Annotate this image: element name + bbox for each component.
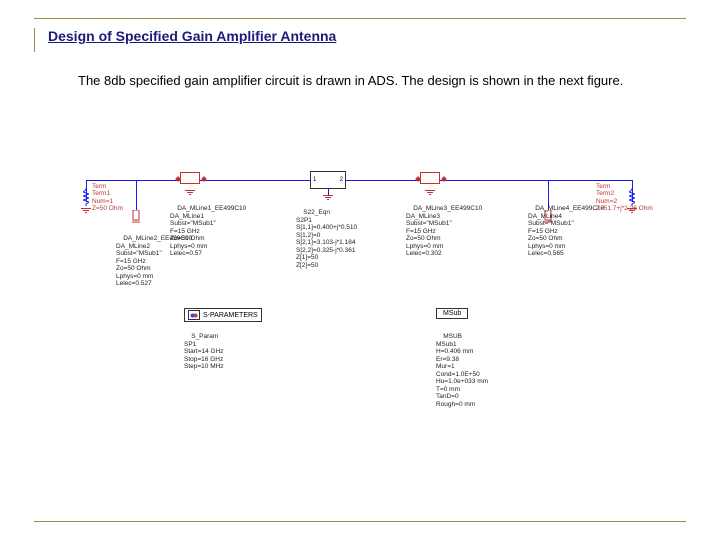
frame-left-stub	[34, 28, 35, 52]
s2p-box-icon: 1 2	[310, 171, 346, 189]
msub-box-label: MSub	[443, 310, 461, 317]
mline2-stub-icon	[132, 210, 140, 224]
mline1-gnd-icon	[185, 190, 195, 191]
mline4-label: DA_MLine4_EE499C10 DA_MLine4 Subst="MSub…	[528, 198, 604, 258]
msub-label: MSUB MSub1 H=0.406 mm Er=9.38 Mur=1 Cond…	[436, 326, 488, 408]
msub-box: MSub	[436, 308, 468, 319]
s2p-label: S22_Eqn S2P1 S[1,1]=0.400+j*0.510 S[1,2]…	[296, 202, 357, 269]
term1-label: Term Term1 Num=1 Z=50 Ohm	[92, 183, 123, 213]
frame-top-rule	[34, 18, 686, 19]
mline3-gnd-icon	[425, 190, 435, 191]
mline1-label: DA_MLine1_EE499C10 DA_MLine1 Subst="MSub…	[170, 198, 246, 258]
sparam-icon	[188, 310, 200, 320]
s2p-gnd-icon	[323, 195, 333, 196]
mline1-box-icon	[180, 172, 200, 184]
s2p-port2: 2	[340, 177, 343, 183]
sparam-box-label: S-PARAMETERS	[203, 312, 258, 319]
term1-gnd-icon	[81, 208, 91, 209]
slide-title: Design of Specified Gain Amplifier Anten…	[48, 28, 336, 44]
frame-bottom-rule	[34, 521, 686, 522]
term2-label: Term Term2 Num=2 Z=51.7+j*2.26 Ohm	[596, 183, 656, 213]
s2p-port1: 1	[313, 177, 316, 183]
ads-schematic: Term Term1 Num=1 Z=50 Ohm DA_MLine2_EE49…	[80, 150, 640, 410]
sparam-box: S-PARAMETERS	[184, 308, 262, 322]
wire-main	[86, 180, 632, 181]
mline3-box-icon	[420, 172, 440, 184]
mline3-label: DA_MLine3_EE499C10 DA_MLine3 Subst="MSub…	[406, 198, 482, 258]
wire-stub-mline2	[136, 180, 137, 210]
sparam-label: S_Param SP1 Start=14 GHz Stop=16 GHz Ste…	[184, 326, 224, 371]
slide-paragraph: The 8db specified gain amplifier circuit…	[78, 72, 650, 90]
term1-resistor-icon	[83, 188, 89, 206]
